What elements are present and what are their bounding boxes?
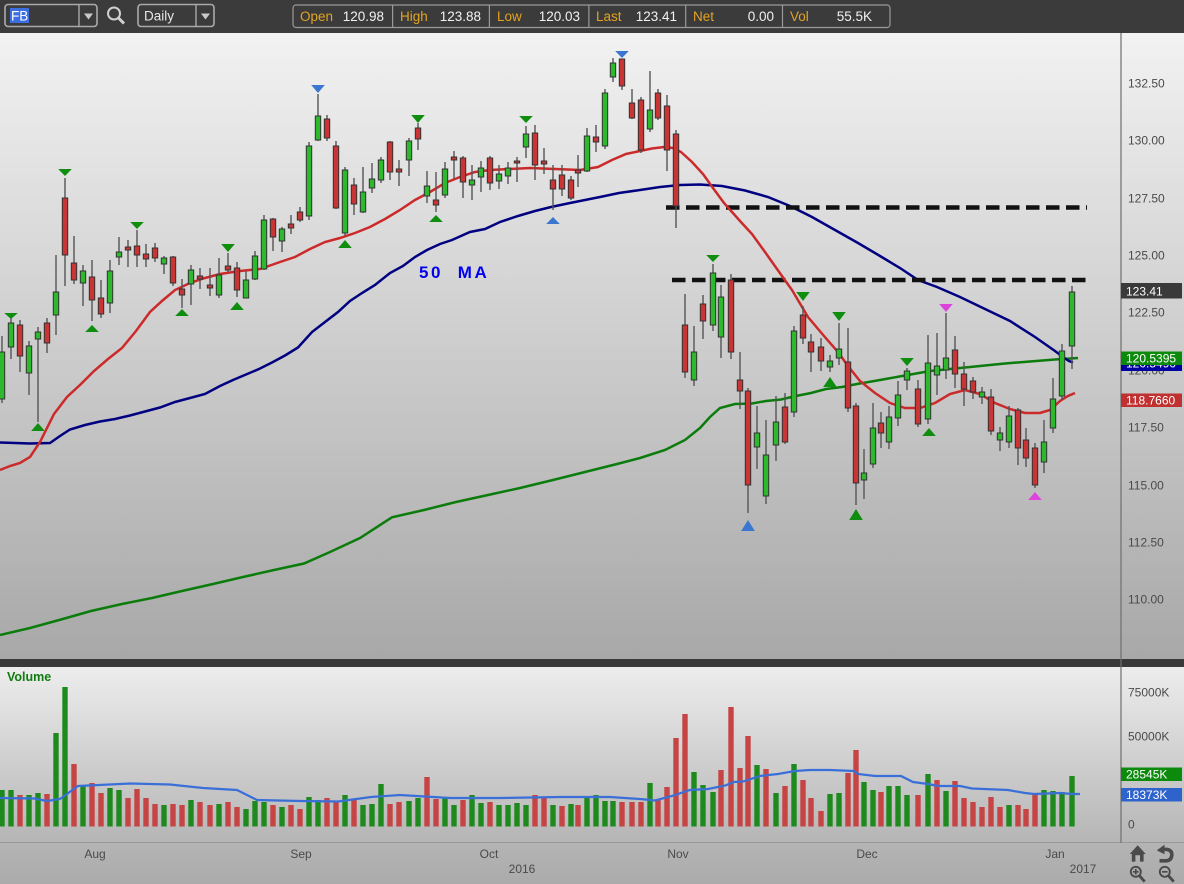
svg-text:18373K: 18373K (1126, 788, 1167, 802)
svg-text:120.5395: 120.5395 (1126, 352, 1176, 366)
svg-text:Oct: Oct (480, 847, 499, 861)
svg-text:Open: Open (300, 9, 333, 24)
svg-text:Volume: Volume (7, 670, 51, 684)
svg-text:127.50: 127.50 (1128, 192, 1165, 206)
svg-text:0.00: 0.00 (748, 9, 774, 24)
svg-text:132.50: 132.50 (1128, 77, 1165, 91)
svg-text:0: 0 (1128, 818, 1135, 832)
svg-text:Aug: Aug (84, 847, 105, 861)
svg-text:Sep: Sep (290, 847, 312, 861)
svg-text:120.98: 120.98 (343, 9, 384, 24)
svg-text:50 MA: 50 MA (419, 263, 489, 282)
svg-text:123.88: 123.88 (440, 9, 481, 24)
svg-text:120.03: 120.03 (539, 9, 580, 24)
svg-text:FB: FB (11, 9, 28, 24)
svg-text:High: High (400, 9, 428, 24)
svg-text:112.50: 112.50 (1128, 536, 1164, 550)
svg-text:75000K: 75000K (1128, 686, 1169, 700)
svg-text:Jan: Jan (1045, 847, 1064, 861)
svg-text:2016: 2016 (509, 862, 536, 876)
svg-text:115.00: 115.00 (1128, 479, 1164, 493)
svg-text:122.50: 122.50 (1128, 306, 1165, 320)
svg-text:Net: Net (693, 9, 714, 24)
svg-text:Vol: Vol (790, 9, 809, 24)
svg-text:118.7660: 118.7660 (1126, 394, 1175, 408)
svg-text:Daily: Daily (144, 9, 174, 24)
svg-text:28545K: 28545K (1126, 768, 1167, 782)
svg-text:Nov: Nov (667, 847, 688, 861)
svg-text:Last: Last (596, 9, 622, 24)
svg-text:123.41: 123.41 (1126, 285, 1163, 299)
svg-text:Dec: Dec (856, 847, 877, 861)
svg-text:55.5K: 55.5K (837, 9, 872, 24)
svg-text:130.00: 130.00 (1128, 134, 1165, 148)
svg-text:2017: 2017 (1070, 862, 1097, 876)
svg-text:123.41: 123.41 (636, 9, 677, 24)
svg-text:50000K: 50000K (1128, 730, 1169, 744)
svg-text:Low: Low (497, 9, 522, 24)
svg-text:110.00: 110.00 (1128, 593, 1164, 607)
svg-text:125.00: 125.00 (1128, 249, 1165, 263)
svg-text:117.50: 117.50 (1128, 421, 1164, 435)
